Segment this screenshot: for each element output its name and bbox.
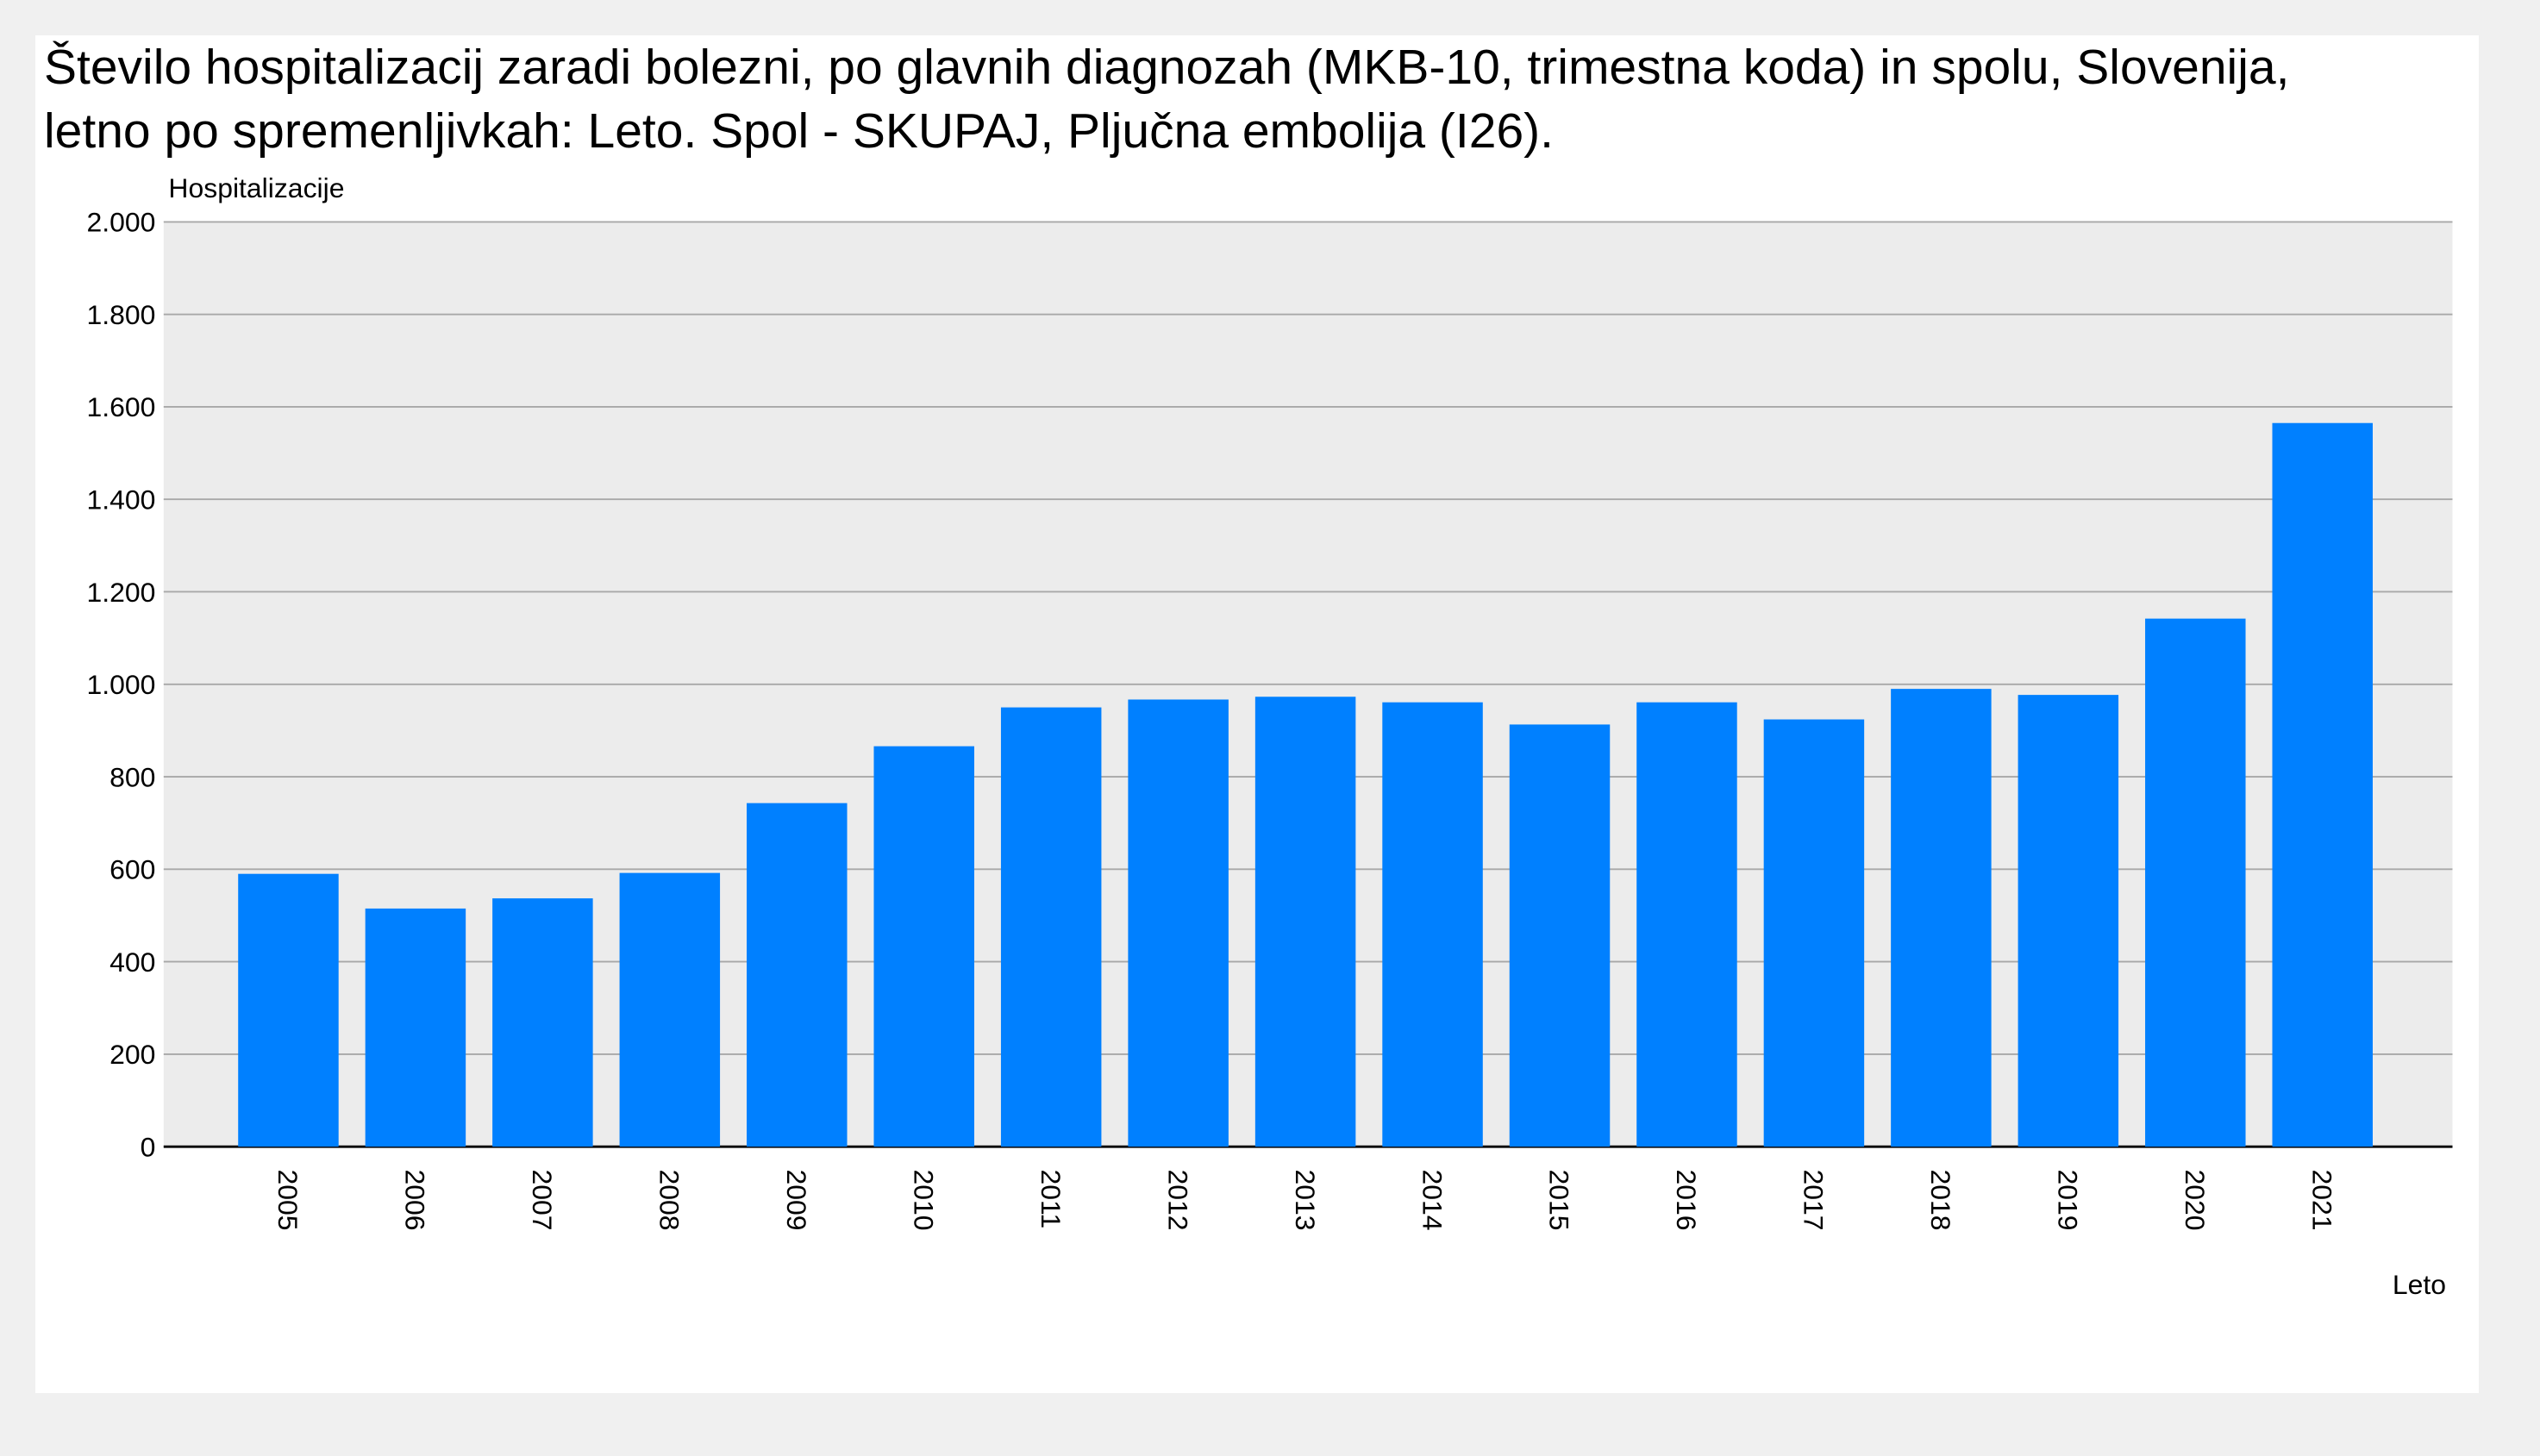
bar <box>1128 699 1229 1147</box>
y-tick-label: 800 <box>109 761 155 792</box>
y-tick-label: 1.000 <box>87 669 156 700</box>
x-tick-label: 2007 <box>527 1169 558 1230</box>
chart-title: Število hospitalizacij zaradi bolezni, p… <box>44 40 2290 159</box>
x-tick-label: 2013 <box>1290 1169 1321 1230</box>
x-tick-label: 2014 <box>1417 1169 1448 1230</box>
bar <box>2145 618 2246 1147</box>
bar <box>619 872 721 1147</box>
bar <box>238 873 339 1147</box>
x-axis-label: Leto <box>2393 1269 2446 1300</box>
bar <box>1000 707 1102 1147</box>
x-tick-label: 2012 <box>1162 1169 1193 1230</box>
x-tick-label: 2008 <box>654 1169 685 1230</box>
y-tick-label: 400 <box>109 947 155 978</box>
x-tick-label: 2009 <box>781 1169 812 1230</box>
y-tick-label: 2.000 <box>87 207 156 238</box>
y-tick-label: 1.600 <box>87 391 156 422</box>
bar <box>1763 719 1865 1147</box>
bar <box>873 746 974 1147</box>
bar <box>1254 697 1356 1147</box>
y-axis-label: Hospitalizacije <box>168 172 344 203</box>
x-tick-label: 2018 <box>1925 1169 1956 1230</box>
bar <box>1509 724 1611 1147</box>
x-tick-label: 2010 <box>908 1169 939 1230</box>
x-tick-label: 2021 <box>2306 1169 2337 1230</box>
x-tick-label: 2020 <box>2180 1169 2211 1230</box>
x-tick-label: 2005 <box>272 1169 303 1230</box>
y-tick-label: 1.200 <box>87 577 156 608</box>
y-tick-label: 0 <box>141 1131 156 1162</box>
x-tick-label: 2016 <box>1671 1169 1702 1230</box>
y-tick-label: 1.400 <box>87 484 156 515</box>
bar <box>2272 422 2373 1147</box>
bar <box>492 898 593 1147</box>
x-tick-label: 2017 <box>1799 1169 1830 1230</box>
bar <box>1891 689 1992 1147</box>
bar <box>365 908 466 1147</box>
y-tick-label: 200 <box>109 1039 155 1070</box>
x-tick-label: 2015 <box>1544 1169 1575 1230</box>
x-tick-label: 2011 <box>1035 1169 1067 1228</box>
y-tick-label: 1.800 <box>87 299 156 330</box>
x-tick-label: 2019 <box>2053 1169 2084 1230</box>
x-tick-label: 2006 <box>400 1169 431 1230</box>
y-tick-label: 600 <box>109 854 155 885</box>
bar <box>1636 702 1737 1147</box>
bar <box>1382 702 1483 1147</box>
bar <box>747 803 848 1147</box>
bar <box>2018 695 2119 1147</box>
